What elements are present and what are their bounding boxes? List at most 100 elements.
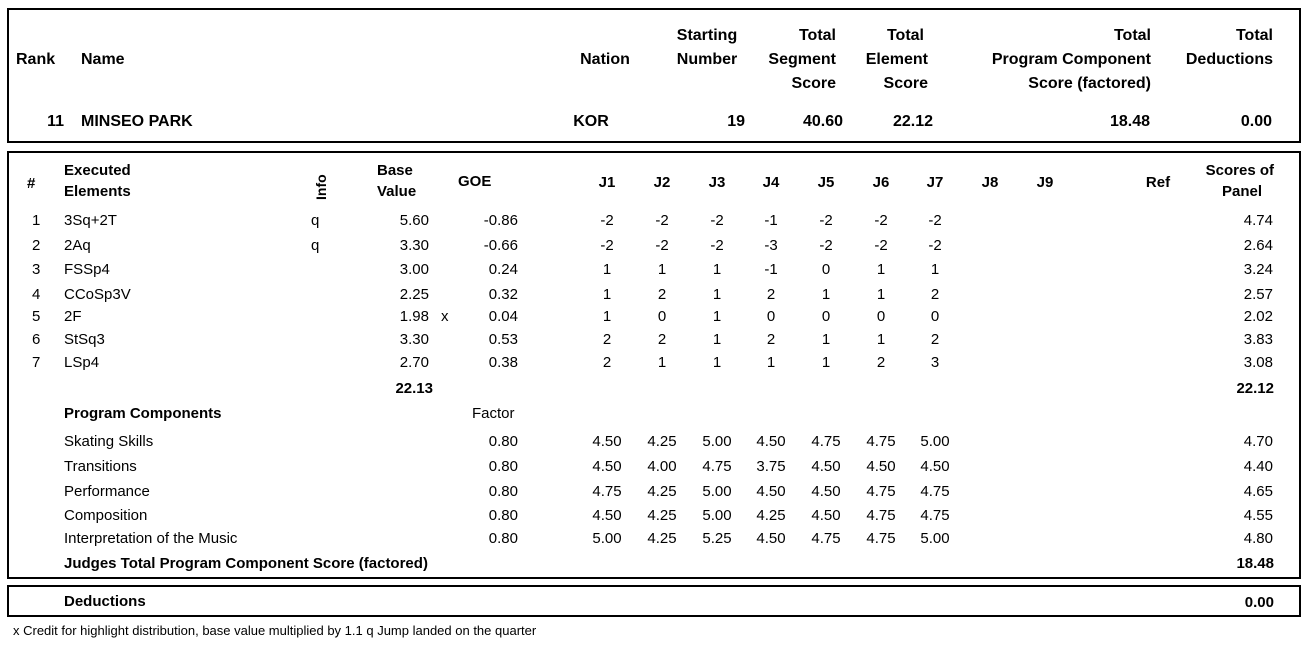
component-judge-score: 5.00 xyxy=(920,530,950,547)
element-num: 1 xyxy=(32,212,41,229)
info-col-label: Info xyxy=(313,174,329,200)
element-judge-score: -2 xyxy=(655,212,669,229)
element-judge-score: -2 xyxy=(600,237,614,254)
element-judge-score: 0 xyxy=(766,308,776,325)
element-judge-score: 1 xyxy=(821,331,831,348)
element-judge-score: 2 xyxy=(657,286,667,303)
component-judge-score: 4.25 xyxy=(647,530,677,547)
component-judge-score: 4.25 xyxy=(647,507,677,524)
element-goe: 0.24 xyxy=(488,261,518,278)
components-total-score: 18.48 xyxy=(1236,555,1274,572)
element-goe: 0.38 xyxy=(488,354,518,371)
element-judge-score: 1 xyxy=(657,354,667,371)
component-panel-score: 4.80 xyxy=(1243,530,1273,547)
element-judge-score: 2 xyxy=(602,354,612,371)
elements-total-base-value: 22.13 xyxy=(395,380,433,397)
ded-label-2: Deductions xyxy=(1185,51,1273,68)
element-goe: -0.86 xyxy=(483,212,518,229)
element-info: q xyxy=(311,237,320,254)
component-judge-score: 4.75 xyxy=(811,433,841,450)
element-judge-score: 2 xyxy=(602,331,612,348)
deductions-box xyxy=(7,585,1301,617)
element-judge-score: -2 xyxy=(928,237,942,254)
component-judge-score: 5.00 xyxy=(702,507,732,524)
component-judge-score: 4.50 xyxy=(920,458,950,475)
element-base-value: 2.25 xyxy=(399,286,429,303)
skater-name: MINSEO PARK xyxy=(81,113,193,130)
element-name: StSq3 xyxy=(64,331,105,348)
element-judge-score: 0 xyxy=(930,308,940,325)
factor-label: Factor xyxy=(472,405,515,422)
deductions-value: 0.00 xyxy=(1244,594,1274,611)
name-label: Name xyxy=(81,51,125,68)
element-judge-score: -1 xyxy=(764,261,778,278)
elements-total-score: 22.12 xyxy=(1236,380,1274,397)
element-judge-score: 1 xyxy=(876,286,886,303)
component-judge-score: 4.75 xyxy=(866,507,896,524)
element-judge-score: 2 xyxy=(930,286,940,303)
starting-label-2: Number xyxy=(676,51,738,68)
element-judge-score: 1 xyxy=(930,261,940,278)
element-judge-score: -3 xyxy=(764,237,778,254)
component-panel-score: 4.65 xyxy=(1243,483,1273,500)
element-panel-score: 2.02 xyxy=(1243,308,1273,325)
component-judge-score: 4.25 xyxy=(647,433,677,450)
element-judge-score: -2 xyxy=(710,237,724,254)
skater-tes: 22.12 xyxy=(892,113,933,130)
judge-col-label-3: J3 xyxy=(708,174,726,191)
element-base-value: 3.30 xyxy=(399,237,429,254)
element-judge-score: 2 xyxy=(930,331,940,348)
judge-col-label-9: J9 xyxy=(1036,174,1054,191)
element-panel-score: 3.83 xyxy=(1243,331,1273,348)
element-panel-score: 2.57 xyxy=(1243,286,1273,303)
component-judge-score: 4.50 xyxy=(592,433,622,450)
element-judge-score: 1 xyxy=(821,286,831,303)
component-judge-score: 4.75 xyxy=(811,530,841,547)
component-judge-score: 4.25 xyxy=(647,483,677,500)
component-judge-score: 4.50 xyxy=(811,507,841,524)
element-judge-score: -2 xyxy=(928,212,942,229)
element-judge-score: 1 xyxy=(657,261,667,278)
executed-label-1: Executed xyxy=(64,162,131,179)
element-num: 3 xyxy=(32,261,41,278)
element-base-value: 5.60 xyxy=(399,212,429,229)
component-judge-score: 4.75 xyxy=(866,483,896,500)
element-judge-score: 2 xyxy=(876,354,886,371)
num-col-label: # xyxy=(27,175,36,192)
component-judge-score: 4.50 xyxy=(866,458,896,475)
ded-label-1: Total xyxy=(1235,27,1273,44)
component-judge-score: 5.00 xyxy=(920,433,950,450)
rank-label: Rank xyxy=(16,51,56,68)
element-judge-score: -1 xyxy=(764,212,778,229)
element-judge-score: -2 xyxy=(874,237,888,254)
component-judge-score: 5.00 xyxy=(702,433,732,450)
element-judge-score: 1 xyxy=(712,354,722,371)
element-base-value: 3.30 xyxy=(399,331,429,348)
element-goe: -0.66 xyxy=(483,237,518,254)
component-judge-score: 4.50 xyxy=(592,507,622,524)
components-total-label: Judges Total Program Component Score (fa… xyxy=(64,555,428,572)
component-judge-score: 5.00 xyxy=(702,483,732,500)
component-judge-score: 4.50 xyxy=(592,458,622,475)
component-judge-score: 5.25 xyxy=(702,530,732,547)
element-judge-score: 0 xyxy=(821,261,831,278)
component-factor: 0.80 xyxy=(488,483,518,500)
nation-label: Nation xyxy=(580,51,630,68)
element-num: 6 xyxy=(32,331,41,348)
element-judge-score: -2 xyxy=(600,212,614,229)
component-judge-score: 4.50 xyxy=(756,433,786,450)
element-goe: 0.53 xyxy=(488,331,518,348)
judge-col-label-6: J6 xyxy=(872,174,890,191)
element-judge-score: 3 xyxy=(930,354,940,371)
judge-col-label-2: J2 xyxy=(653,174,671,191)
element-name: CCoSp3V xyxy=(64,286,131,303)
pcs-label-1: Total xyxy=(1113,27,1151,44)
deductions-label: Deductions xyxy=(64,593,146,610)
component-name: Skating Skills xyxy=(64,433,154,450)
component-judge-score: 4.75 xyxy=(866,433,896,450)
component-factor: 0.80 xyxy=(488,433,518,450)
component-judge-score: 4.25 xyxy=(756,507,786,524)
element-base-value: 3.00 xyxy=(399,261,429,278)
component-judge-score: 4.50 xyxy=(756,530,786,547)
component-name: Performance xyxy=(64,483,150,500)
